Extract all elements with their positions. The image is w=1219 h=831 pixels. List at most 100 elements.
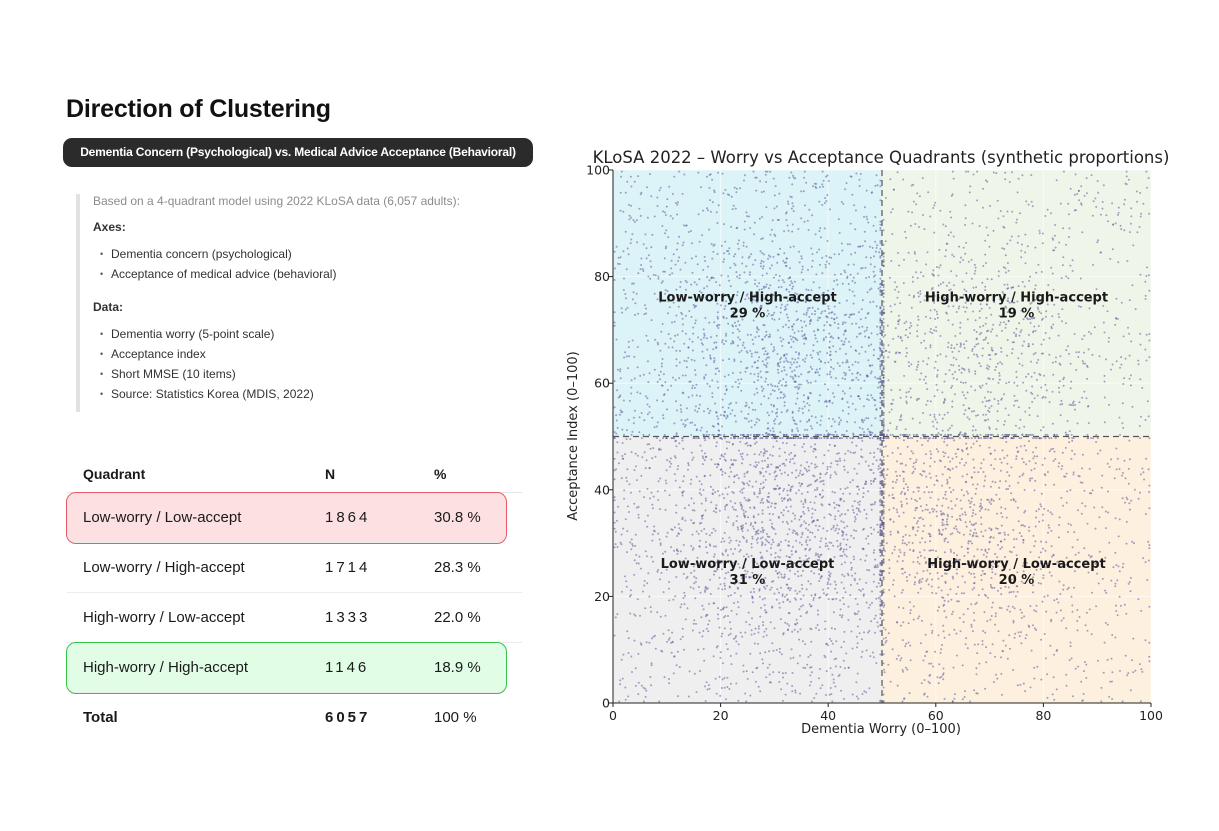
scatter-point: [836, 452, 839, 455]
scatter-point: [624, 698, 627, 701]
scatter-point: [806, 219, 809, 222]
scatter-point: [1032, 624, 1034, 627]
scatter-point: [721, 470, 724, 473]
scatter-point: [996, 433, 999, 436]
scatter-point: [732, 255, 735, 258]
scatter-point: [936, 374, 939, 376]
scatter-point: [668, 460, 671, 463]
scatter-point: [800, 217, 803, 220]
scatter-point: [721, 341, 723, 344]
scatter-point: [641, 268, 644, 271]
scatter-point: [911, 276, 914, 279]
scatter-point: [882, 330, 885, 333]
scatter-point: [1074, 403, 1076, 406]
scatter-point: [715, 211, 718, 214]
scatter-point: [723, 258, 726, 261]
scatter-point: [660, 365, 663, 368]
scatter-point: [634, 465, 637, 468]
scatter-point: [822, 337, 825, 340]
scatter-point: [990, 405, 993, 408]
scatter-point: [988, 307, 991, 309]
table-row[interactable]: High-worry / High-accept 1146 18.9 %: [66, 642, 507, 694]
scatter-point: [803, 405, 806, 408]
scatter-point: [898, 388, 901, 391]
table-row[interactable]: Low-worry / High-accept 1714 28.3 %: [67, 543, 522, 593]
scatter-point: [700, 483, 703, 486]
scatter-point: [998, 498, 1001, 501]
scatter-point: [912, 433, 915, 436]
scatter-point: [819, 236, 822, 239]
scatter-point: [725, 340, 727, 343]
scatter-point: [668, 637, 671, 639]
scatter-point: [1095, 205, 1098, 208]
scatter-point: [822, 329, 825, 332]
scatter-point: [902, 607, 905, 610]
scatter-point: [725, 300, 727, 303]
scatter-point: [803, 176, 806, 179]
scatter-point: [650, 491, 653, 494]
scatter-point: [1062, 256, 1065, 259]
scatter-point: [868, 364, 871, 367]
scatter-point: [858, 488, 861, 491]
scatter-point: [723, 686, 726, 689]
scatter-point: [740, 410, 743, 413]
scatter-point: [1139, 378, 1142, 381]
scatter-point: [791, 690, 794, 693]
scatter-point: [631, 544, 634, 547]
scatter-point: [706, 407, 709, 410]
scatter-point: [984, 338, 987, 341]
scatter-point: [791, 282, 794, 285]
scatter-point: [973, 353, 976, 356]
scatter-point: [762, 387, 765, 390]
scatter-point: [737, 544, 740, 547]
scatter-point: [818, 358, 821, 361]
scatter-point: [666, 198, 669, 201]
scatter-point: [814, 593, 817, 596]
scatter-point: [853, 529, 855, 532]
scatter-point: [931, 632, 934, 634]
scatter-point: [882, 423, 885, 426]
scatter-point: [848, 369, 851, 372]
scatter-point: [764, 459, 766, 462]
table-row[interactable]: High-worry / Low-accept 1333 22.0 %: [67, 593, 522, 643]
scatter-point: [964, 301, 967, 304]
scatter-point: [855, 530, 858, 532]
scatter-point: [882, 365, 885, 368]
scatter-point: [947, 433, 950, 436]
scatter-point: [830, 358, 832, 361]
scatter-point: [739, 631, 742, 634]
scatter-point: [750, 352, 753, 355]
scatter-point: [783, 308, 786, 311]
scatter-point: [706, 551, 709, 554]
scatter-point: [675, 439, 677, 442]
scatter-point: [986, 390, 989, 393]
scatter-point: [956, 378, 958, 381]
scatter-point: [654, 634, 656, 637]
scatter-point: [1131, 405, 1134, 408]
scatter-point: [911, 211, 914, 214]
scatter-point: [918, 226, 920, 228]
scatter-point: [762, 285, 765, 288]
table-row[interactable]: Low-worry / Low-accept 1864 30.8 %: [66, 492, 507, 544]
scatter-point: [678, 666, 681, 669]
scatter-point: [769, 393, 772, 396]
scatter-point: [716, 222, 719, 224]
scatter-point: [1019, 331, 1022, 334]
scatter-point: [965, 481, 968, 484]
scatter-point: [882, 328, 885, 331]
scatter-point: [869, 479, 872, 482]
scatter-point: [628, 399, 631, 402]
scatter-point: [787, 202, 790, 205]
scatter-point: [959, 381, 962, 384]
scatter-point: [844, 452, 847, 455]
scatter-point: [882, 335, 885, 338]
scatter-point: [904, 428, 907, 431]
scatter-point: [721, 632, 724, 635]
scatter-point: [1137, 359, 1140, 362]
scatter-point: [752, 298, 755, 301]
scatter-point: [814, 463, 817, 466]
scatter-point: [702, 209, 705, 212]
scatter-point: [735, 227, 738, 230]
scatter-point: [909, 437, 912, 440]
scatter-point: [800, 583, 803, 586]
